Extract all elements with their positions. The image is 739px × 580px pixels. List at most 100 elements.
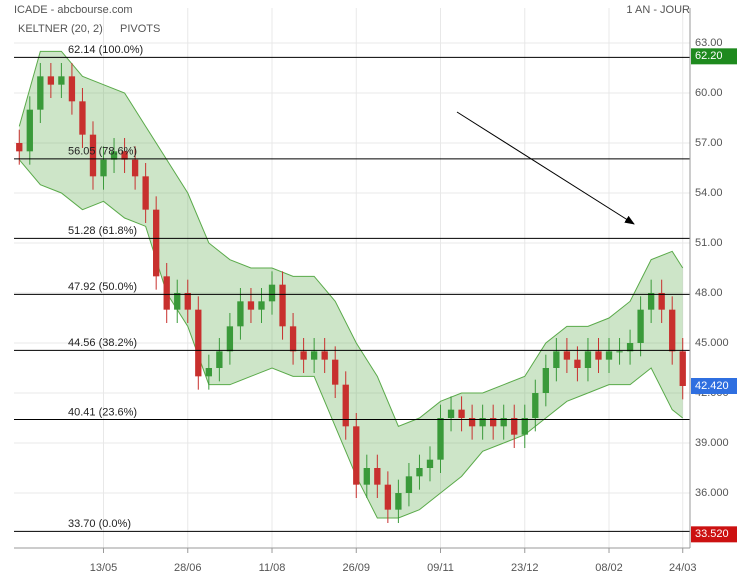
y-tick-label: 48.00 <box>695 287 723 299</box>
pivot-label: 47.92 (50.0%) <box>68 281 137 293</box>
pivot-label: 62.14 (100.0%) <box>68 44 143 56</box>
candle-body <box>79 101 86 135</box>
candle-body <box>342 384 349 427</box>
candle-body <box>47 76 55 85</box>
candle-body <box>363 468 370 485</box>
candle-body <box>37 76 44 110</box>
x-tick-label: 23/12 <box>511 562 539 574</box>
candle-body <box>100 159 107 177</box>
candle-body <box>595 351 602 360</box>
price-tag-label: 62.20 <box>695 50 723 62</box>
x-tick-label: 08/02 <box>595 562 623 574</box>
candle-body <box>332 359 339 385</box>
candle-body <box>658 293 665 310</box>
y-tick-label: 45.000 <box>695 337 729 349</box>
candle-body <box>416 468 423 477</box>
candle-body <box>58 76 65 85</box>
candle-body <box>384 484 392 510</box>
candle-body <box>426 459 434 468</box>
x-tick-label: 11/08 <box>259 562 286 574</box>
x-tick-label: 09/11 <box>427 562 454 574</box>
candle-body <box>163 276 170 310</box>
y-tick-label: 60.00 <box>695 87 723 99</box>
candle-body <box>437 418 444 460</box>
trend-arrow <box>456 111 635 225</box>
candle-body <box>447 409 455 418</box>
candle-body <box>321 351 328 360</box>
candle-body <box>310 351 318 360</box>
candle-body <box>616 351 623 353</box>
candle-body <box>605 351 613 360</box>
candle-body <box>110 151 118 160</box>
candle-body <box>468 418 476 427</box>
pivots-label: PIVOTS <box>120 23 160 35</box>
candle-body <box>247 301 255 310</box>
y-tick-label: 63.00 <box>695 37 723 49</box>
candle-body <box>237 301 244 327</box>
candle-body <box>532 393 539 418</box>
candle-body <box>89 134 97 177</box>
candles <box>16 63 686 523</box>
pivot-label: 40.41 (23.6%) <box>68 406 137 418</box>
price-tag <box>691 526 737 543</box>
levels: 62.14 (100.0%) 56.05 (78.6%) 51.28 (61.8%)… <box>14 44 690 532</box>
candle-body <box>626 343 634 352</box>
period: 1 AN - JOUR <box>626 4 690 16</box>
candle-body <box>216 351 223 368</box>
candle-body <box>226 326 234 352</box>
candle-body <box>553 351 560 368</box>
candle-body <box>574 359 581 368</box>
candle-body <box>195 309 202 377</box>
candle-body <box>669 309 676 352</box>
candle-body <box>121 151 128 160</box>
candle-body <box>542 368 549 393</box>
price-tag-label: 33.520 <box>695 528 729 540</box>
candle-body <box>647 293 655 310</box>
keltner-upper <box>18 50 684 427</box>
candle-body <box>490 418 497 427</box>
candle-body <box>458 409 465 418</box>
candle-body <box>68 76 76 102</box>
candle-body <box>131 159 139 177</box>
candle-body <box>26 109 33 152</box>
candle-body <box>153 209 160 277</box>
candle-body <box>353 426 360 485</box>
candle-body <box>279 284 286 327</box>
x-tick-label: 28/06 <box>174 562 202 574</box>
candle-body <box>258 301 265 310</box>
y-tick-label: 39.000 <box>695 437 729 449</box>
chart-title: ICADE - abcbourse.com <box>14 4 133 16</box>
y-tick-label: 57.00 <box>695 137 723 149</box>
x-tick-label: 24/03 <box>669 562 697 574</box>
price-tag <box>691 378 737 394</box>
pivot-label: 51.28 (61.8%) <box>68 225 137 237</box>
candle-body <box>637 309 644 343</box>
candle-body <box>563 351 571 360</box>
candle-body <box>142 176 149 210</box>
candle-body <box>374 468 381 485</box>
x-tick-label: 26/09 <box>343 562 371 574</box>
candle-body <box>405 476 413 493</box>
candle-body <box>521 418 528 435</box>
y-tick-label: 54.00 <box>695 187 723 199</box>
price-tag-label: 42.420 <box>695 380 729 392</box>
candle-body <box>395 493 402 510</box>
y-tick-label: 51.00 <box>695 237 723 249</box>
candle-body <box>16 143 23 152</box>
candle-body <box>184 293 191 310</box>
price-tag <box>691 48 737 65</box>
pivot-label: 56.05 (78.6%) <box>68 146 137 158</box>
candle-body <box>268 284 276 302</box>
candle-body <box>511 418 518 435</box>
x-tick-label: 13/05 <box>90 562 118 574</box>
candle-body <box>500 418 507 427</box>
candle-body <box>479 418 486 427</box>
pivot-label: 33.70 (0.0%) <box>68 518 131 530</box>
indicator-label: KELTNER (20, 2) <box>18 23 103 35</box>
y-tick-label: 36.000 <box>695 487 729 499</box>
candle-body <box>289 326 297 352</box>
candle-body <box>205 368 212 377</box>
candle-body <box>174 293 181 310</box>
candle-body <box>300 351 307 360</box>
